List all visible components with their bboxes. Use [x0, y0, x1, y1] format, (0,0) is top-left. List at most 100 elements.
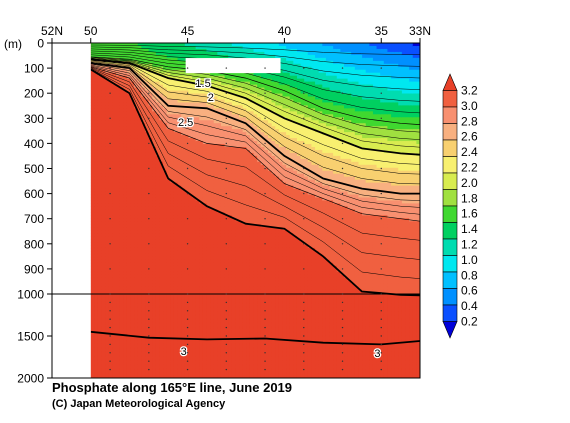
- contour-cell: [126, 325, 132, 327]
- contour-cell: [173, 326, 179, 328]
- contour-cell: [123, 299, 128, 302]
- contour-cell: [105, 230, 110, 234]
- contour-cell: [188, 341, 193, 343]
- contour-cell: [155, 60, 161, 65]
- contour-cell: [119, 218, 124, 222]
- contour-cell: [170, 63, 175, 68]
- contour-cell: [177, 138, 182, 142]
- contour-cell: [141, 335, 146, 337]
- contour-cell: [141, 297, 146, 300]
- contour-cell: [97, 318, 103, 320]
- contour-cell: [126, 314, 132, 316]
- contour-cell: [152, 51, 157, 56]
- contour-cell: [159, 350, 164, 352]
- contour-cell: [170, 149, 175, 154]
- contour-cell: [123, 51, 128, 56]
- contour-cell: [97, 236, 103, 240]
- contour-cell: [123, 364, 128, 366]
- contour-cell: [108, 343, 114, 345]
- contour-cell: [192, 197, 197, 202]
- contour-cell: [170, 242, 175, 246]
- contour-cell: [101, 341, 106, 343]
- contour-cell: [184, 325, 190, 327]
- contour-cell: [173, 212, 179, 216]
- contour-cell: [181, 45, 186, 50]
- contour-cell: [184, 351, 190, 353]
- contour-cell: [90, 322, 95, 324]
- contour-cell: [163, 265, 168, 270]
- contour-cell: [148, 72, 153, 77]
- contour-cell: [163, 358, 168, 360]
- contour-cell: [188, 297, 193, 300]
- contour-cell: [141, 347, 146, 349]
- contour-cell: [97, 155, 103, 160]
- contour-cell: [130, 315, 135, 317]
- contour-cell: [123, 289, 128, 294]
- contour-cell: [101, 191, 106, 196]
- contour-cell: [90, 361, 95, 363]
- contour-cell: [105, 188, 110, 193]
- contour-cell: [130, 322, 135, 324]
- contour-cell: [152, 338, 157, 340]
- contour-cell: [145, 247, 150, 252]
- contour-cell: [173, 283, 179, 288]
- contour-cell: [130, 332, 135, 334]
- contour-cell: [181, 185, 186, 190]
- contour-cell: [166, 375, 171, 377]
- contour-cell: [123, 375, 128, 377]
- contour-cell: [166, 324, 171, 326]
- contour-cell: [123, 146, 128, 151]
- contour-cell: [170, 203, 175, 207]
- contour-cell: [155, 247, 161, 252]
- contour-cell: [159, 143, 164, 148]
- contour-cell: [188, 334, 193, 336]
- contour-cell: [148, 305, 153, 308]
- contour-cell: [148, 296, 153, 299]
- contour-cell: [170, 271, 175, 276]
- contour-cell: [126, 326, 132, 328]
- contour-cell: [177, 349, 182, 351]
- contour-cell: [90, 324, 95, 326]
- contour-cell: [112, 357, 117, 359]
- contour-cell: [195, 300, 200, 303]
- contour-cell: [148, 230, 153, 234]
- contour-cell: [170, 301, 175, 304]
- contour-cell: [137, 347, 142, 349]
- contour-cell: [166, 304, 171, 307]
- contour-cell: [108, 146, 114, 151]
- contour-cell: [108, 374, 114, 376]
- contour-cell: [105, 247, 110, 252]
- contour-cell: [137, 301, 142, 304]
- contour-cell: [137, 322, 142, 324]
- contour-cell: [134, 93, 139, 98]
- contour-cell: [159, 368, 164, 370]
- contour-cell: [137, 371, 142, 373]
- contour-cell: [192, 330, 197, 332]
- contour-cell: [90, 138, 95, 142]
- contour-cell: [145, 236, 150, 240]
- contour-cell: [108, 312, 114, 314]
- contour-cell: [152, 138, 157, 142]
- contour-cell: [134, 325, 139, 327]
- contour-cell: [123, 356, 128, 358]
- contour-cell: [152, 117, 157, 121]
- contour-cell: [116, 152, 121, 157]
- contour-cell: [173, 253, 179, 258]
- contour-cell: [145, 194, 150, 199]
- contour-cell: [141, 167, 146, 172]
- contour-cell: [137, 315, 142, 317]
- contour-cell: [101, 164, 106, 169]
- contour-cell: [134, 359, 139, 361]
- contour-cell: [145, 149, 150, 154]
- contour-cell: [159, 283, 164, 288]
- contour-cell: [173, 90, 179, 95]
- contour-cell: [126, 297, 132, 300]
- contour-cell: [116, 371, 121, 373]
- contour-cell: [141, 325, 146, 327]
- contour-cell: [137, 375, 142, 377]
- contour-cell: [119, 310, 124, 312]
- contour-cell: [177, 200, 182, 205]
- contour-cell: [134, 299, 139, 302]
- contour-cell: [173, 117, 179, 121]
- contour-cell: [159, 330, 164, 332]
